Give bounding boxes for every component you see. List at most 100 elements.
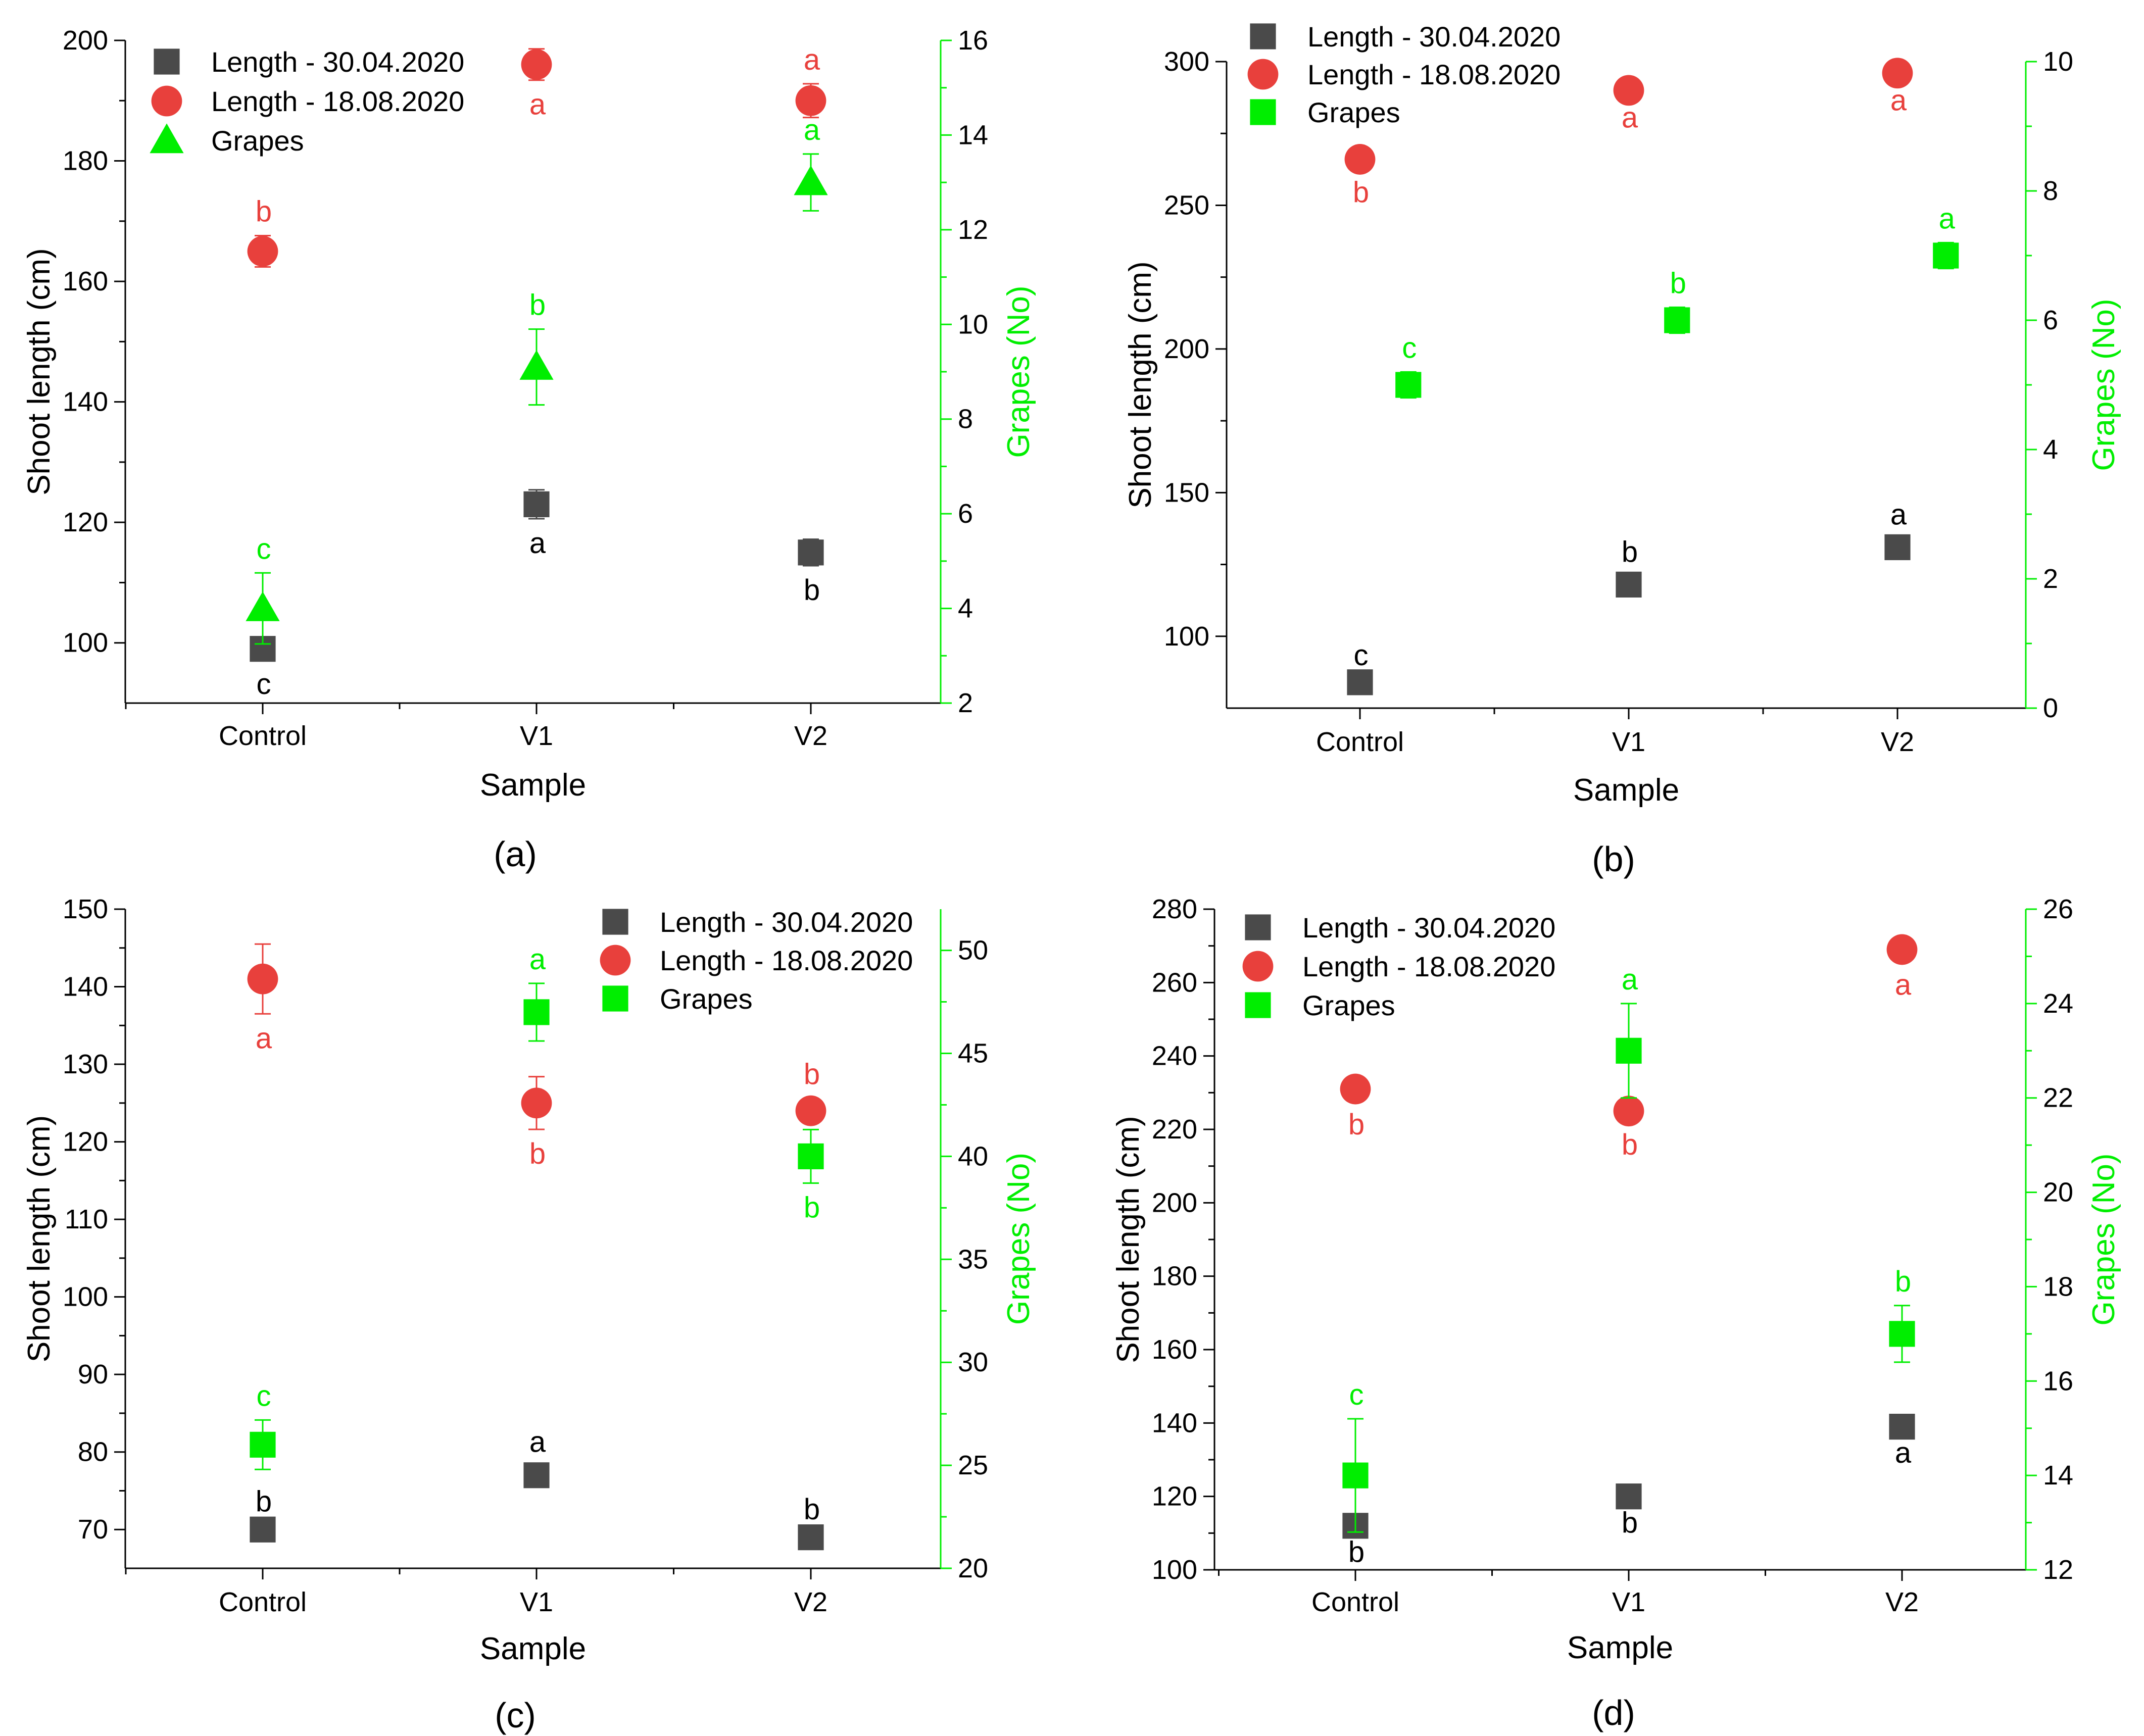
significance-letter: b <box>804 1191 820 1224</box>
legend: Length - 30.04.2020 Length - 18.08.2020 Gr… <box>150 46 464 157</box>
left-y-tick-label: 150 <box>63 894 108 924</box>
left-y-tick-label: 240 <box>1152 1041 1197 1071</box>
legend-label: Length - 18.08.2020 <box>660 945 913 976</box>
left-y-tick-label: 120 <box>1152 1481 1197 1512</box>
left-y-tick-label: 200 <box>63 25 108 56</box>
significance-letter: c <box>1354 639 1369 672</box>
y2-axis-title: Grapes (No) <box>1001 1153 1036 1325</box>
data-point <box>1347 669 1373 696</box>
significance-letter: b <box>1348 1108 1365 1141</box>
data-point <box>1886 934 1918 965</box>
legend-marker <box>1242 951 1274 982</box>
series-length-august: b a a <box>247 43 826 268</box>
significance-letter: c <box>257 532 271 565</box>
series-grapes: c a b <box>250 943 824 1470</box>
right-y-tick-label: 40 <box>958 1141 988 1171</box>
significance-letter: b <box>1353 176 1369 209</box>
data-point <box>247 963 278 995</box>
right-y-tick-label: 14 <box>2043 1460 2073 1491</box>
legend-label: Grapes <box>1307 96 1400 128</box>
left-y-tick-label: 150 <box>1164 477 1209 508</box>
data-point <box>795 1095 826 1126</box>
legend-marker <box>150 123 184 154</box>
significance-letter: b <box>804 574 820 607</box>
panel-caption: (c) <box>495 1696 536 1735</box>
x-axis-title: Sample <box>480 1631 586 1666</box>
left-y-tick-label: 280 <box>1152 894 1197 924</box>
significance-letter: b <box>256 195 272 228</box>
series-length-august: a b b <box>247 943 826 1170</box>
left-y-tick-label: 130 <box>63 1049 108 1079</box>
data-point <box>1616 1483 1642 1510</box>
y-axis-title: Shoot length (cm) <box>1111 1116 1146 1363</box>
right-y-tick-label: 10 <box>2043 46 2073 77</box>
data-point <box>794 165 828 195</box>
data-point <box>1933 242 1959 269</box>
data-point <box>1884 534 1911 561</box>
legend-marker <box>1245 992 1271 1018</box>
legend: Length - 30.04.2020 Length - 18.08.2020 Gr… <box>1242 912 1555 1021</box>
significance-letter: b <box>1622 1128 1638 1161</box>
x-axis-title: Sample <box>1573 773 1679 808</box>
panel-caption: (b) <box>1592 839 1635 879</box>
significance-letter: a <box>256 1022 272 1055</box>
legend-marker <box>1247 59 1279 90</box>
left-y-tick-label: 80 <box>78 1437 108 1467</box>
y2-axis-title: Grapes (No) <box>2086 299 2121 471</box>
right-y-tick-label: 2 <box>2043 564 2058 594</box>
right-y-tick-label: 8 <box>2043 176 2058 206</box>
right-y-tick-label: 45 <box>958 1038 988 1068</box>
right-y-tick-label: 2 <box>958 688 973 718</box>
significance-letter: b <box>256 1485 272 1518</box>
significance-letter: a <box>1890 84 1907 117</box>
data-point <box>1882 58 1913 89</box>
series-grapes: c b a <box>1395 202 1959 399</box>
legend-marker <box>151 85 182 117</box>
left-y-tick-label: 70 <box>78 1514 108 1545</box>
x-tick-label: V2 <box>1885 1587 1919 1617</box>
data-point <box>246 591 280 621</box>
right-y-tick-label: 20 <box>958 1553 988 1583</box>
left-y-tick-label: 140 <box>63 387 108 417</box>
right-y-tick-label: 22 <box>2043 1083 2073 1113</box>
right-y-tick-label: 12 <box>2043 1555 2073 1585</box>
significance-letter: b <box>1895 1265 1911 1298</box>
legend-marker <box>1250 23 1276 49</box>
left-y-tick-label: 200 <box>1152 1187 1197 1218</box>
chart-panel-c: 70 80 90 100 110 120 130 140 150 20 25 30 35 40 45 50 Co… <box>22 894 1036 1735</box>
y2-axis-title: Grapes (No) <box>2086 1153 2121 1325</box>
significance-letter: a <box>529 88 546 121</box>
data-point <box>247 236 278 267</box>
legend-label: Length - 30.04.2020 <box>1302 912 1555 944</box>
left-y-tick-label: 160 <box>63 266 108 296</box>
legend-marker <box>1245 914 1271 940</box>
data-point <box>250 1516 276 1543</box>
left-y-tick-label: 90 <box>78 1359 108 1390</box>
data-point <box>523 1462 550 1489</box>
x-tick-label: Control <box>219 1587 307 1617</box>
legend-marker <box>602 985 628 1012</box>
right-y-tick-label: 30 <box>958 1347 988 1377</box>
significance-letter: a <box>1939 202 1956 235</box>
panel-caption: (a) <box>494 834 537 874</box>
right-y-tick-label: 35 <box>958 1244 988 1274</box>
x-tick-label: V1 <box>1612 727 1645 757</box>
data-point <box>1613 1096 1644 1127</box>
legend-label: Length - 30.04.2020 <box>211 46 464 78</box>
significance-letter: c <box>257 1379 271 1412</box>
legend-label: Grapes <box>211 125 304 157</box>
right-y-tick-label: 12 <box>958 215 988 245</box>
left-y-tick-label: 100 <box>1164 621 1209 652</box>
chart-panel-b: 100 150 200 250 300 0 2 4 6 8 10 Control V1 V2 Sample S… <box>1123 21 2121 879</box>
x-tick-label: V1 <box>1612 1587 1645 1617</box>
legend: Length - 30.04.2020 Length - 18.08.2020 Gr… <box>1247 21 1561 128</box>
x-tick-label: V2 <box>794 721 827 751</box>
right-y-tick-label: 16 <box>958 25 988 56</box>
significance-letter: b <box>804 1058 820 1091</box>
x-axis-title: Sample <box>480 768 586 803</box>
left-y-tick-label: 160 <box>1152 1334 1197 1365</box>
right-y-tick-label: 50 <box>958 935 988 966</box>
right-y-tick-label: 4 <box>958 593 973 624</box>
data-point <box>1395 372 1422 398</box>
y-axis-title: Shoot length (cm) <box>22 248 57 495</box>
